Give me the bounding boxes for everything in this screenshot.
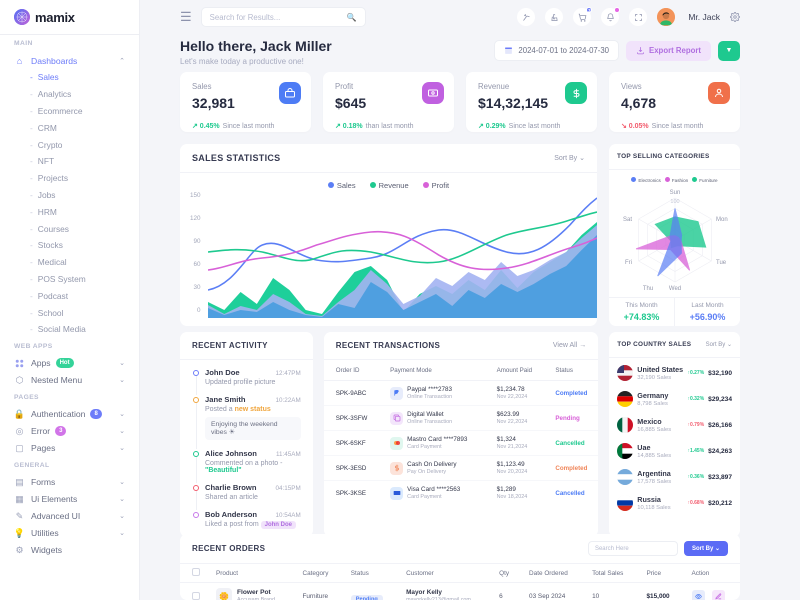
- svg-text:Sat: Sat: [622, 217, 631, 223]
- svg-text:Fri: Fri: [625, 260, 632, 266]
- svg-text:Wed: Wed: [668, 286, 680, 292]
- svg-text:Thu: Thu: [642, 286, 652, 292]
- svg-text:Sun: Sun: [669, 190, 680, 196]
- svg-text:100: 100: [670, 199, 679, 205]
- svg-text:Tue: Tue: [716, 260, 727, 266]
- svg-text:Mon: Mon: [716, 217, 728, 223]
